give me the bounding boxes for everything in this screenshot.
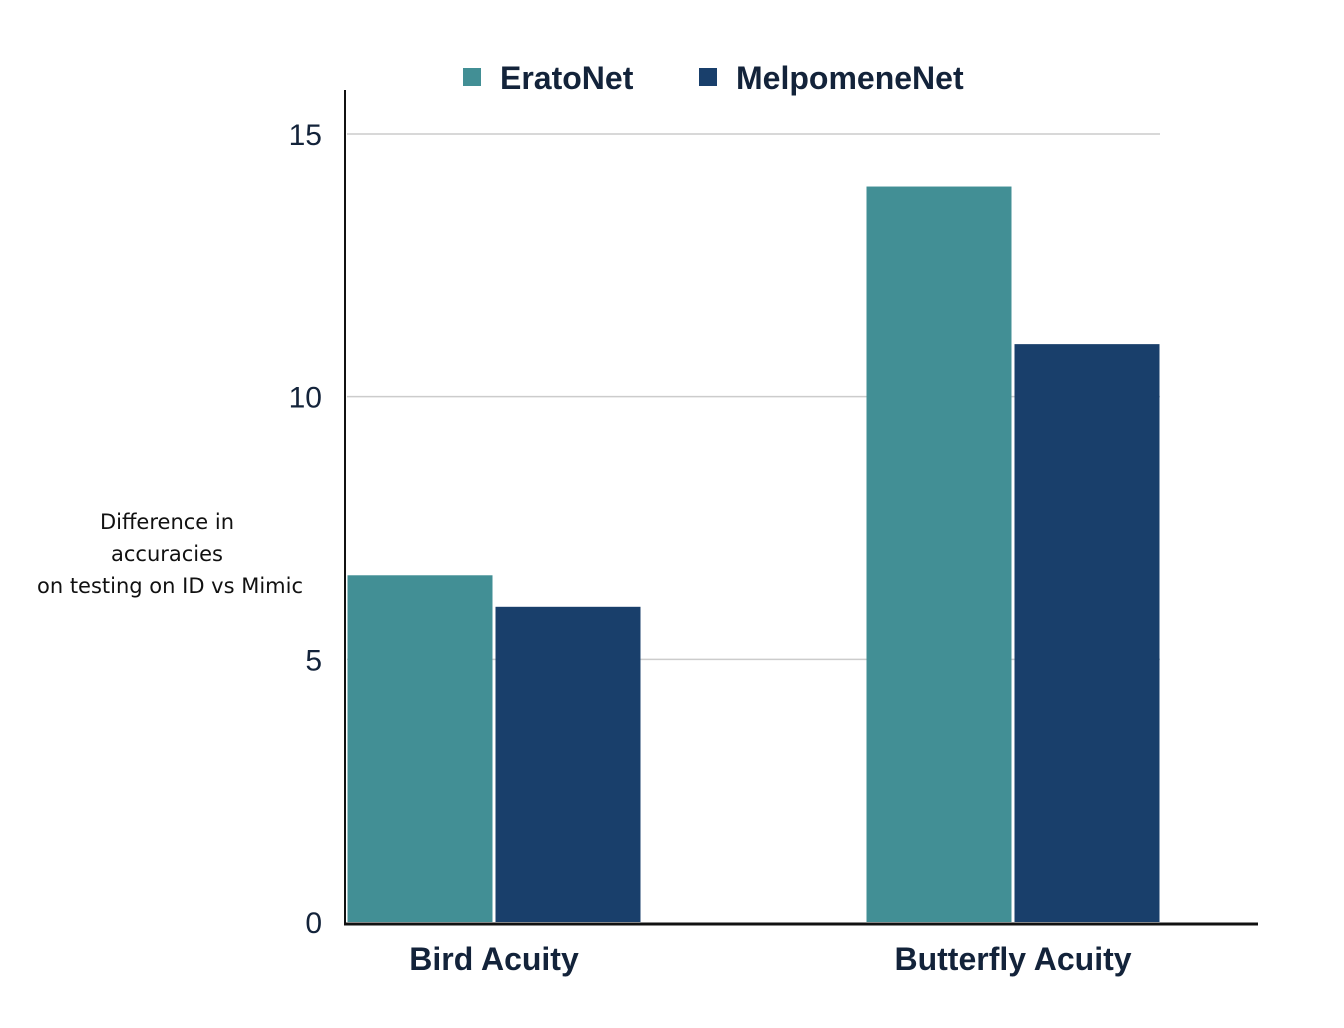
y-tick-label: 15	[289, 119, 322, 152]
bar-eratonet-butterfly-acuity	[866, 186, 1012, 923]
x-tick-label: Bird Acuity	[409, 941, 579, 977]
y-tick-label: 10	[289, 382, 322, 415]
y-tick-label: 5	[305, 644, 322, 677]
legend: EratoNet MelpomeneNet	[463, 60, 964, 96]
legend-swatch-melpomenenet	[699, 68, 717, 86]
y-axis-label: Difference in accuracies on testing on ID …	[37, 510, 303, 598]
y-axis-label-line: Difference in	[100, 510, 234, 534]
legend-label-eratonet: EratoNet	[500, 60, 634, 96]
y-tick-label: 0	[305, 907, 322, 940]
x-tick-label: Butterfly Acuity	[894, 941, 1131, 977]
x-tick-labels: Bird Acuity Butterfly Acuity	[409, 941, 1131, 977]
y-axis-label-line: on testing on ID vs Mimic	[37, 574, 303, 598]
bar-melpomenenet-butterfly-acuity	[1014, 344, 1160, 923]
y-tick-labels: 0 5 10 15	[289, 119, 322, 940]
bar-melpomenenet-bird-acuity	[495, 606, 641, 922]
legend-label-melpomenenet: MelpomeneNet	[736, 60, 964, 96]
legend-swatch-eratonet	[463, 68, 481, 86]
y-axis-label-line: accuracies	[111, 542, 223, 566]
bars	[347, 186, 1160, 923]
bar-eratonet-bird-acuity	[347, 575, 493, 922]
